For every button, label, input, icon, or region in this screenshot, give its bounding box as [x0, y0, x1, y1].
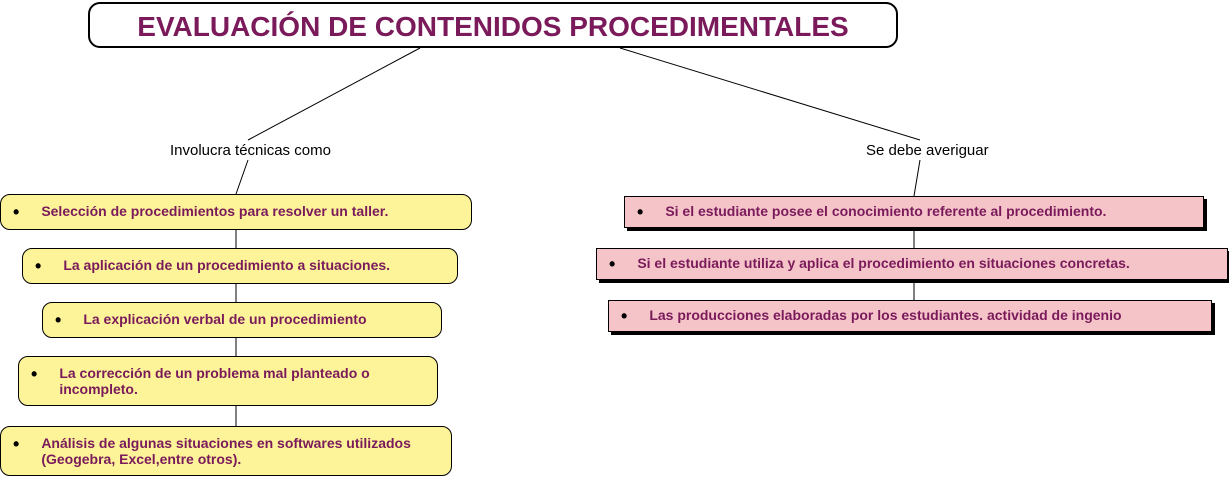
- right-box-0-text: Si el estudiante posee el conocimiento r…: [665, 203, 1193, 219]
- right-box-1: • Si el estudiante utiliza y aplica el p…: [596, 248, 1228, 280]
- branch-label-left-text: Involucra técnicas como: [170, 142, 331, 159]
- bullet-icon: •: [637, 203, 643, 221]
- left-box-3-text: La corrección de un problema mal plantea…: [59, 365, 427, 397]
- left-box-1: • La aplicación de un procedimiento a si…: [22, 248, 458, 284]
- bullet-icon: •: [13, 435, 19, 453]
- left-box-0-text: Selección de procedimientos para resolve…: [41, 203, 461, 219]
- title-node: EVALUACIÓN DE CONTENIDOS PROCEDIMENTALES: [88, 2, 898, 48]
- bullet-icon: •: [609, 255, 615, 273]
- right-box-2: • Las producciones elaboradas por los es…: [608, 300, 1212, 332]
- left-box-4: • Análisis de algunas situaciones en sof…: [0, 426, 452, 476]
- left-box-0: • Selección de procedimientos para resol…: [0, 194, 472, 230]
- bullet-icon: •: [13, 203, 19, 221]
- bullet-icon: •: [55, 311, 61, 329]
- right-box-0: • Si el estudiante posee el conocimiento…: [624, 196, 1204, 228]
- left-box-2: • La explicación verbal de un procedimie…: [42, 302, 442, 338]
- branch-label-right: Se debe averiguar: [866, 142, 989, 159]
- right-box-2-text: Las producciones elaboradas por los estu…: [649, 307, 1201, 323]
- bullet-icon: •: [621, 307, 627, 325]
- right-box-1-text: Si el estudiante utiliza y aplica el pro…: [637, 255, 1217, 271]
- title-text: EVALUACIÓN DE CONTENIDOS PROCEDIMENTALES: [137, 11, 848, 42]
- bullet-icon: •: [31, 365, 37, 383]
- left-box-4-text: Análisis de algunas situaciones en softw…: [41, 435, 441, 467]
- bullet-icon: •: [35, 257, 41, 275]
- branch-label-right-text: Se debe averiguar: [866, 142, 989, 159]
- branch-label-left: Involucra técnicas como: [170, 142, 331, 159]
- left-box-3: • La corrección de un problema mal plant…: [18, 356, 438, 406]
- left-box-1-text: La aplicación de un procedimiento a situ…: [63, 257, 447, 273]
- left-box-2-text: La explicación verbal de un procedimient…: [83, 311, 431, 327]
